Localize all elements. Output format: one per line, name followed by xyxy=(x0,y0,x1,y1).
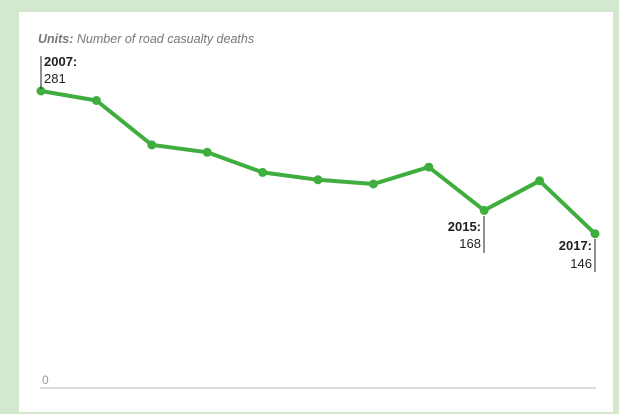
data-point-2010 xyxy=(202,147,212,157)
units-label: Units: Number of road casualty deaths xyxy=(38,32,254,46)
data-point-2017 xyxy=(590,229,600,239)
annotation-year-2007: 2007: xyxy=(44,54,77,69)
annotation-year-2015: 2015: xyxy=(448,219,481,234)
data-point-2007 xyxy=(36,86,46,96)
data-point-2016 xyxy=(535,176,545,186)
annotation-value-2017: 146 xyxy=(570,256,592,271)
data-point-2015 xyxy=(479,205,489,215)
data-point-2008 xyxy=(91,96,101,105)
data-point-2013 xyxy=(368,179,378,189)
data-point-2012 xyxy=(313,175,323,185)
units-key: Units: xyxy=(38,32,74,46)
annotation-value-2007: 281 xyxy=(44,71,66,86)
series-layer xyxy=(36,86,600,239)
data-point-2009 xyxy=(147,140,157,150)
annotation-year-2017: 2017: xyxy=(559,238,592,253)
data-point-2014 xyxy=(424,162,434,172)
annotation-value-2015: 168 xyxy=(459,236,481,251)
chart-panel: Units: Number of road casualty deaths xyxy=(19,12,613,412)
data-point-2011 xyxy=(258,167,268,177)
y-tick-label-0: 0 xyxy=(42,373,49,387)
units-text: Number of road casualty deaths xyxy=(76,32,255,46)
series-line xyxy=(39,89,597,236)
